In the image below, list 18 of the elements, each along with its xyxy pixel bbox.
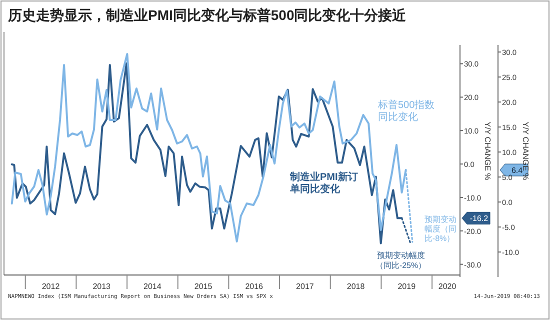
x-tick-label: 2017 xyxy=(296,282,314,291)
x-tick-label: 2013 xyxy=(92,282,112,291)
x-tick-label: 2012 xyxy=(42,282,60,291)
series-label: 制造业PMI新订单同比变化 xyxy=(289,171,358,195)
annotation: 预期变动幅度（同比-8%） xyxy=(424,215,456,244)
chart-title: 历史走势显示，制造业PMI同比变化与标普500同比变化十分接近 xyxy=(7,7,408,23)
x-tick-label: 2018 xyxy=(346,282,366,291)
y2-axis-title: Y/Y CHANGE % xyxy=(521,122,530,180)
x-tick-label: 2016 xyxy=(245,282,264,291)
x-tick-label: 2020 xyxy=(438,282,457,291)
annotation: 预期变动幅度（同比-25%） xyxy=(375,251,426,270)
text: -16.2 xyxy=(470,214,489,224)
x-tick-label: 2019 xyxy=(398,282,416,291)
series-label: 标普500指数同比变化 xyxy=(377,99,435,123)
y-axis-title: Y/Y CHANGE % xyxy=(483,122,492,180)
text: 6.4 xyxy=(511,166,524,175)
x-tick-label: 2014 xyxy=(144,282,162,291)
x-tick-label: 2015 xyxy=(194,282,213,291)
